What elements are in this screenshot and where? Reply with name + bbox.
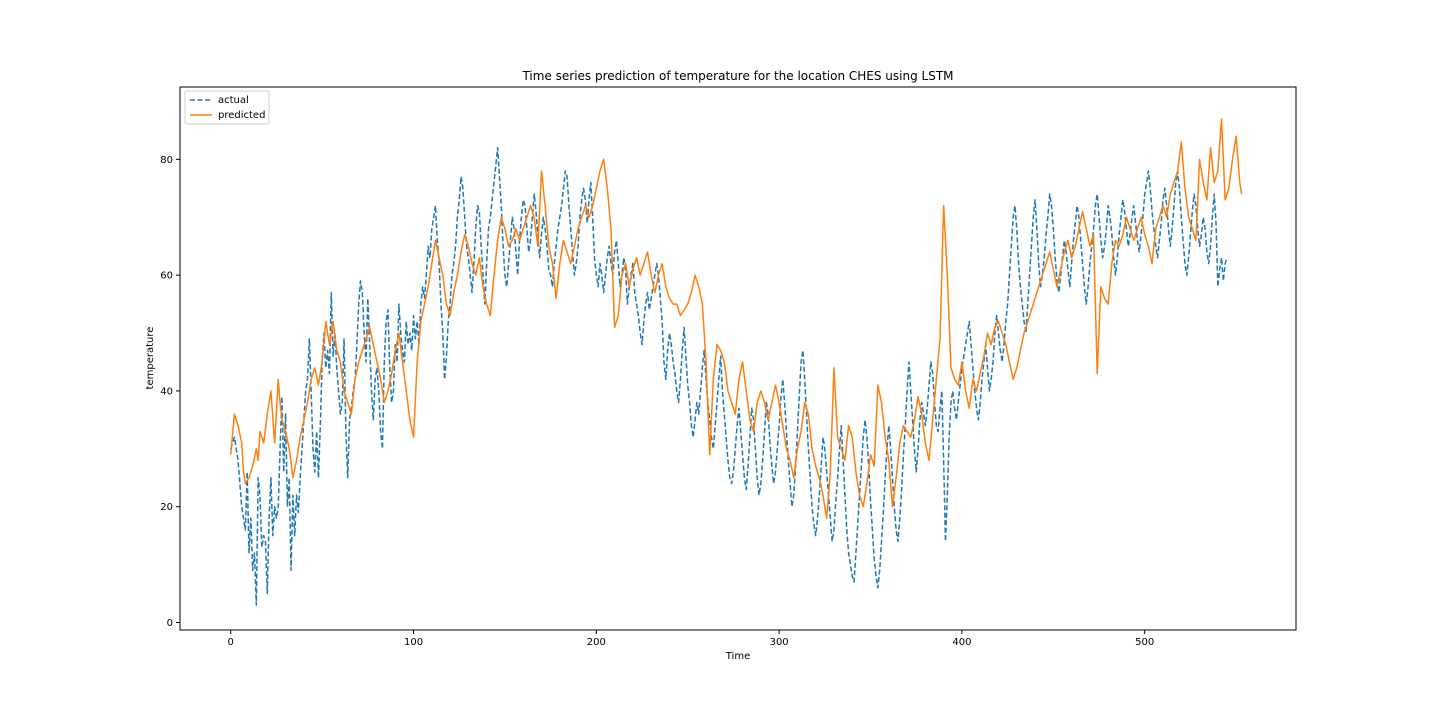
x-tick-label: 300 <box>770 637 789 648</box>
x-axis-label: Time <box>725 651 750 662</box>
x-tick-label: 500 <box>1135 637 1154 648</box>
y-tick-label: 20 <box>160 502 173 513</box>
x-tick-label: 100 <box>404 637 423 648</box>
x-tick-label: 400 <box>952 637 971 648</box>
legend-label-actual: actual <box>218 95 249 106</box>
chart-title: Time series prediction of temperature fo… <box>521 69 953 83</box>
legend-label-predicted: predicted <box>218 110 265 121</box>
y-tick-label: 60 <box>160 271 173 282</box>
y-tick-label: 0 <box>167 618 173 629</box>
x-tick-label: 200 <box>587 637 606 648</box>
y-tick-label: 80 <box>160 155 173 166</box>
legend: actual predicted <box>184 90 270 125</box>
series-line-predicted <box>229 118 1243 520</box>
x-tick-label: 0 <box>228 637 234 648</box>
y-tick-label: 40 <box>160 386 173 397</box>
y-axis-label: temperature <box>145 327 156 390</box>
plot-area-frame <box>179 86 1297 631</box>
